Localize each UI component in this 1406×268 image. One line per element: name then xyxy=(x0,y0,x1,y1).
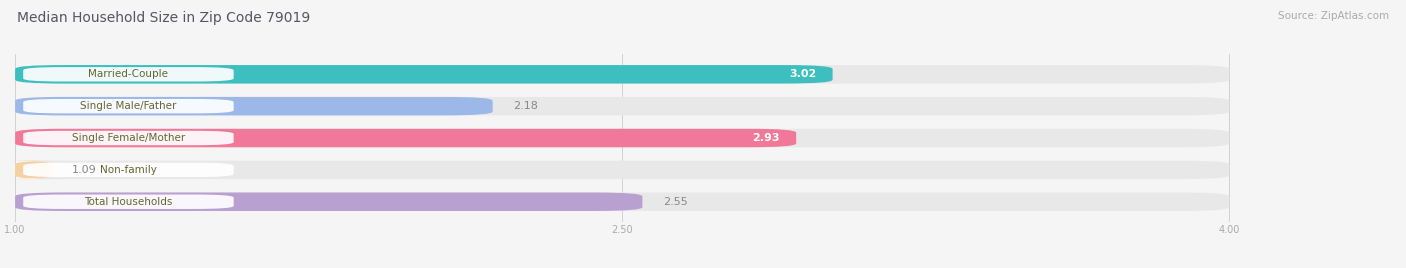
FancyBboxPatch shape xyxy=(15,65,1229,84)
Text: 2.55: 2.55 xyxy=(662,197,688,207)
FancyBboxPatch shape xyxy=(24,67,233,81)
FancyBboxPatch shape xyxy=(15,192,643,211)
Text: Single Male/Father: Single Male/Father xyxy=(80,101,177,111)
FancyBboxPatch shape xyxy=(15,192,1229,211)
Text: 3.02: 3.02 xyxy=(789,69,817,79)
FancyBboxPatch shape xyxy=(15,129,796,147)
Text: 2.93: 2.93 xyxy=(752,133,780,143)
FancyBboxPatch shape xyxy=(15,161,1229,179)
FancyBboxPatch shape xyxy=(15,97,1229,116)
Text: Source: ZipAtlas.com: Source: ZipAtlas.com xyxy=(1278,11,1389,21)
FancyBboxPatch shape xyxy=(15,65,832,84)
FancyBboxPatch shape xyxy=(15,97,492,116)
Text: Non-family: Non-family xyxy=(100,165,157,175)
Text: Married-Couple: Married-Couple xyxy=(89,69,169,79)
Text: Total Households: Total Households xyxy=(84,197,173,207)
FancyBboxPatch shape xyxy=(24,99,233,113)
FancyBboxPatch shape xyxy=(24,163,233,177)
FancyBboxPatch shape xyxy=(24,131,233,145)
Text: Single Female/Mother: Single Female/Mother xyxy=(72,133,186,143)
FancyBboxPatch shape xyxy=(3,161,63,179)
FancyBboxPatch shape xyxy=(15,129,1229,147)
FancyBboxPatch shape xyxy=(24,195,233,209)
Text: Median Household Size in Zip Code 79019: Median Household Size in Zip Code 79019 xyxy=(17,11,311,25)
Text: 1.09: 1.09 xyxy=(72,165,97,175)
Text: 2.18: 2.18 xyxy=(513,101,537,111)
